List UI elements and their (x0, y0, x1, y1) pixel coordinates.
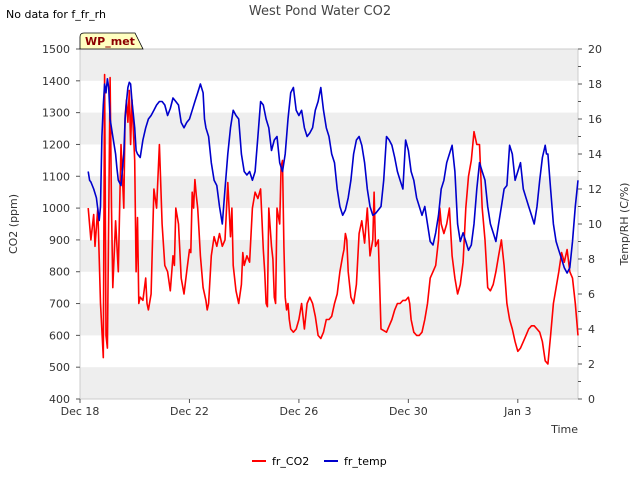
station-badge: WP_met (79, 32, 144, 50)
y-tick-label-right: 10 (588, 218, 602, 231)
y-tick-label-left: 1300 (42, 107, 70, 120)
x-axis-title: Time (550, 423, 578, 436)
y-axis-title-left: CO2 (ppm) (7, 194, 20, 254)
badge-label: WP_met (85, 35, 135, 48)
x-tick-label: Dec 22 (170, 405, 209, 418)
y-tick-label-left: 600 (49, 329, 70, 342)
y-axis-title-right: Temp/RH (C/%) (618, 183, 631, 267)
y-tick-label-right: 8 (588, 253, 595, 266)
y-tick-label-left: 500 (49, 361, 70, 374)
series-line-fr-temp (87, 78, 579, 274)
grid-band (80, 367, 578, 399)
y-tick-label-left: 900 (49, 234, 70, 247)
grid-band (80, 176, 578, 209)
y-tick-label-left: 1400 (42, 75, 70, 88)
y-tick-label-right: 20 (588, 43, 602, 56)
grid-band (80, 49, 578, 81)
y-tick-label-left: 1200 (42, 138, 70, 151)
legend-label-fr-temp: fr_temp (344, 455, 387, 468)
axes-layer: 400 500 600 700 800 900 1000 1100 1200 1300 1400 15… (42, 43, 602, 418)
y-tick-label-left: 400 (49, 393, 70, 406)
plot-border (79, 48, 579, 400)
y-tick-label-left: 1500 (42, 43, 70, 56)
y-tick-label-right: 16 (588, 113, 602, 126)
badge-shape (79, 32, 144, 50)
y-tick-label-right: 12 (588, 183, 602, 196)
y-tick-label-left: 1000 (42, 202, 70, 215)
series-line-fr-co2 (87, 73, 579, 365)
y-tick-label-left: 1100 (42, 170, 70, 183)
chart-title: West Pond Water CO2 (249, 4, 391, 19)
y-tick-label-left: 800 (49, 266, 70, 279)
x-tick-label: Dec 26 (280, 405, 319, 418)
y-tick-label-right: 6 (588, 288, 595, 301)
plot-frame (79, 48, 579, 400)
x-tick-label: Jan 3 (503, 405, 531, 418)
legend-label-fr-co2: fr_CO2 (272, 455, 309, 468)
y-tick-label-right: 18 (588, 78, 602, 91)
y-tick-label-right: 14 (588, 148, 602, 161)
y-tick-label-right: 0 (588, 393, 595, 406)
y-tick-label-left: 700 (49, 298, 70, 311)
series-layer (87, 73, 579, 365)
x-tick-label: Dec 30 (389, 405, 428, 418)
x-tick-label: Dec 18 (61, 405, 100, 418)
background-bands (80, 49, 578, 399)
y-tick-label-right: 2 (588, 358, 595, 371)
no-data-note: No data for f_fr_rh (6, 8, 106, 21)
y-tick-label-right: 4 (588, 323, 595, 336)
legend: fr_CO2 fr_temp (252, 455, 387, 468)
